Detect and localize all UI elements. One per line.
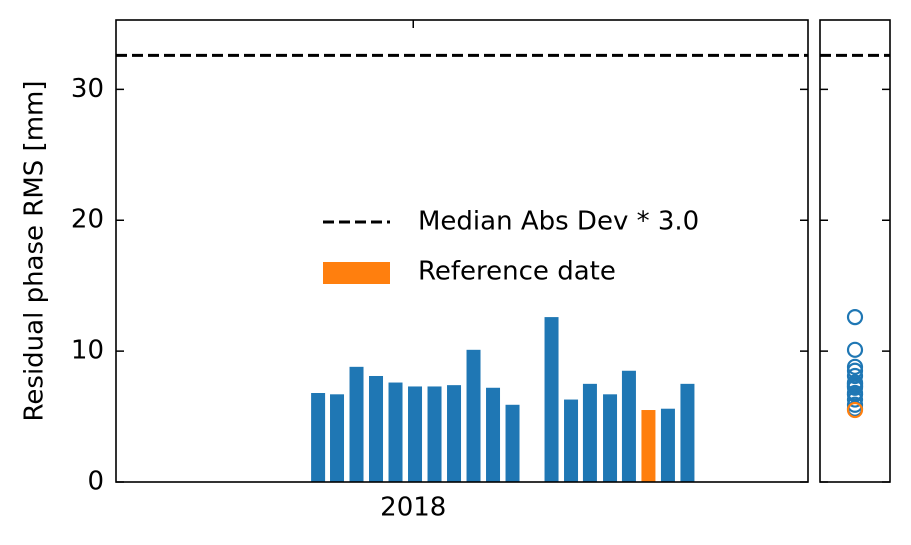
bar [621, 370, 636, 482]
bar [466, 349, 481, 482]
y-tick-label: 10 [71, 336, 104, 366]
legend-label: Median Abs Dev * 3.0 [418, 207, 699, 237]
bar [408, 386, 423, 482]
bar [544, 317, 559, 482]
bar [603, 394, 618, 482]
bar [641, 410, 656, 482]
point [846, 375, 864, 392]
point [846, 308, 864, 326]
y-tick-label: 20 [71, 205, 104, 235]
point [846, 367, 864, 385]
legend-swatch [323, 262, 390, 284]
bar [388, 382, 403, 482]
bar [447, 385, 462, 482]
y-tick-label: 0 [87, 467, 104, 497]
point [846, 341, 864, 358]
bar [311, 393, 326, 482]
bar [660, 408, 675, 482]
y-axis-label: Residual phase RMS [mm] [20, 81, 50, 422]
point [846, 401, 864, 419]
bar [369, 375, 384, 482]
legend-label: Reference date [418, 257, 616, 287]
bar [582, 383, 597, 482]
bar [330, 394, 345, 482]
bar [349, 366, 364, 482]
bar [427, 386, 442, 482]
side-frame [819, 19, 891, 483]
x-tick-label: 2018 [380, 493, 446, 523]
bar [505, 404, 520, 482]
plot-frame [115, 19, 809, 483]
point [846, 391, 864, 408]
bar [486, 387, 501, 482]
y-tick-label: 30 [71, 74, 104, 104]
bar [564, 399, 579, 482]
bar [680, 383, 695, 482]
